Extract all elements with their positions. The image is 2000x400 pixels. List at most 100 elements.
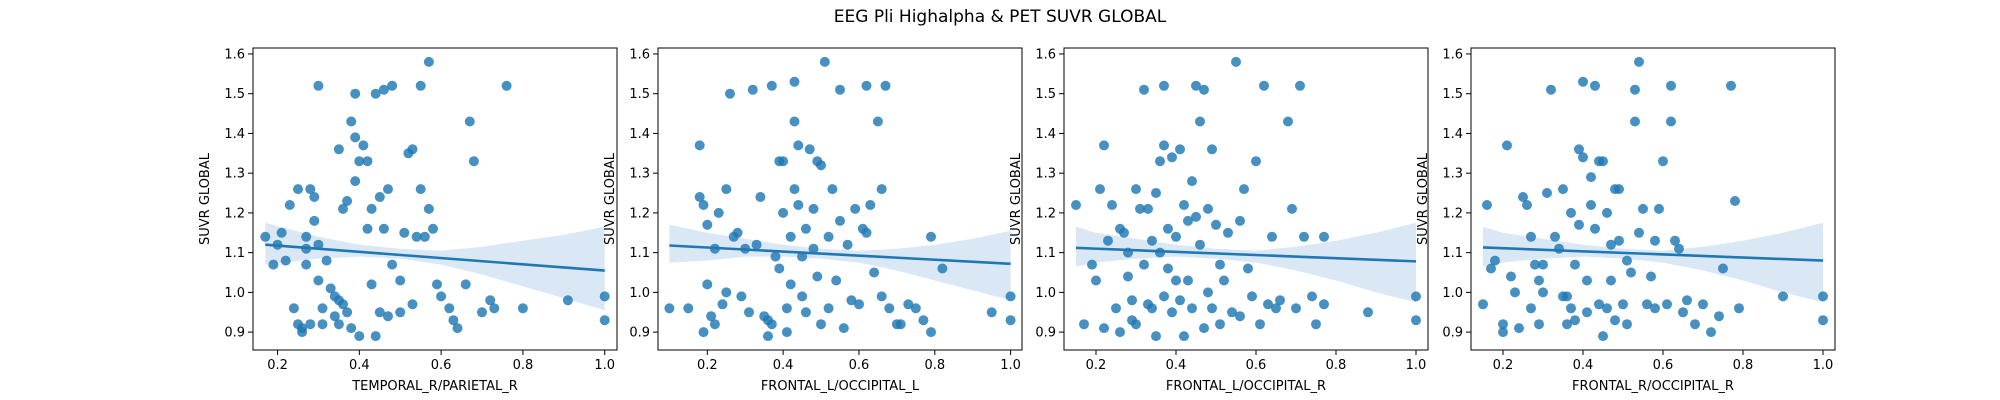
scatter-point (778, 207, 789, 218)
scatter-point (1231, 56, 1241, 67)
scatter-point (736, 291, 747, 302)
scatter-point (1726, 80, 1736, 91)
scatter-point (1506, 271, 1516, 282)
scatter-point (1578, 76, 1588, 87)
scatter-point (1598, 156, 1608, 167)
scatter-point (1622, 255, 1632, 266)
y-tick-label: 1.6 (224, 47, 245, 62)
scatter-point (1151, 331, 1161, 342)
scatter-point (309, 192, 320, 202)
scatter-point (1558, 184, 1568, 195)
scatter-point (423, 56, 434, 67)
scatter-point (325, 283, 336, 294)
scatter-point (797, 251, 808, 262)
scatter-point (1163, 223, 1173, 234)
scatter-point (702, 219, 713, 230)
scatter-point (732, 227, 743, 238)
scatter-point (861, 227, 872, 238)
scatter-point (1319, 231, 1329, 242)
scatter-point (1307, 291, 1317, 302)
x-tick-label: 0.8 (924, 358, 945, 373)
scatter-point (880, 80, 891, 91)
scatter-point (333, 319, 344, 330)
scatter-point (937, 263, 948, 274)
scatter-point (1514, 323, 1524, 334)
figure-title: EEG Pli Highalpha & PET SUVR GLOBAL (834, 7, 1167, 27)
scatter-point (1203, 203, 1213, 214)
scatter-point (370, 88, 381, 99)
axes-frame (1470, 47, 1836, 351)
scatter-point (1566, 303, 1576, 314)
y-tick-label: 1.0 (1442, 286, 1463, 301)
scatter-point (599, 315, 610, 326)
scatter-point (1163, 263, 1173, 274)
scatter-point (869, 267, 880, 278)
scatter-point (1498, 319, 1508, 330)
scatter-point (1207, 144, 1217, 155)
y-tick-label: 1.6 (629, 47, 650, 62)
scatter-point (694, 140, 705, 151)
scatter-point (1778, 291, 1788, 302)
y-tick-label: 1.1 (1442, 246, 1463, 261)
scatter-point (1095, 184, 1105, 195)
scatter-point (804, 144, 815, 155)
scatter-point (706, 311, 717, 322)
scatter-point (1498, 327, 1508, 338)
scatter-point (1319, 299, 1329, 310)
scatter-point (1411, 315, 1421, 326)
y-tick-label: 1.1 (629, 246, 650, 261)
scatter-point (301, 231, 312, 242)
scatter-point (1618, 299, 1628, 310)
scatter-point (1602, 207, 1612, 218)
x-tick-label: 1.0 (1000, 358, 1021, 373)
scatter-point (1179, 331, 1189, 342)
scatter-point (1518, 192, 1528, 202)
scatter-point (599, 291, 610, 302)
x-tick-label: 0.8 (513, 358, 534, 373)
x-tick-label: 0.6 (431, 358, 452, 373)
scatter-point (827, 184, 838, 195)
scatter-point (785, 279, 796, 290)
scatter-point (1131, 319, 1141, 330)
scatter-point (1534, 319, 1544, 330)
scatter-point (1155, 156, 1165, 167)
scatter-point (846, 295, 857, 306)
scatter-point (1634, 227, 1644, 238)
scatter-point (354, 156, 365, 167)
scatter-point (1159, 291, 1169, 302)
scatter-point (1263, 299, 1273, 310)
scatter-point (1526, 303, 1536, 314)
scatter-point (432, 279, 442, 290)
scatter-point (789, 76, 800, 87)
scatter-point (297, 327, 308, 338)
scatter-point (755, 192, 766, 202)
scatter-point (362, 223, 373, 234)
scatter-point (1646, 271, 1656, 282)
scatter-point (309, 215, 320, 226)
y-tick-label: 1.6 (1442, 47, 1463, 62)
scatter-point (876, 184, 887, 195)
subplot-4: 0.2 0.4 0.6 0.8 1.0 0.9 1.0 1.1 1.2 1.3 1.4 1.5 1.6 F… (1416, 47, 1836, 394)
scatter-point (464, 116, 475, 127)
scatter-point (793, 140, 804, 151)
scatter-point (452, 323, 463, 334)
scatter-point (1526, 231, 1536, 242)
scatter-point (1638, 203, 1648, 214)
regression-line (265, 243, 605, 272)
scatter-point (751, 239, 762, 250)
scatter-point (448, 315, 459, 326)
scatter-point (1271, 303, 1281, 314)
scatter-point (1195, 239, 1205, 250)
y-tick-label: 1.3 (1442, 167, 1463, 182)
scatter-point (1582, 307, 1592, 318)
scatter-point (374, 307, 385, 318)
scatter-point (1590, 80, 1600, 91)
scatter-point (865, 200, 876, 210)
y-axis-label: SUVR GLOBAL (603, 152, 618, 245)
scatter-point (346, 116, 357, 127)
scatter-point (1207, 303, 1217, 314)
scatter-point (702, 279, 713, 290)
scatter-point (1005, 291, 1016, 302)
scatter-point (1566, 207, 1576, 218)
y-axis-label: SUVR GLOBAL (1416, 152, 1431, 245)
